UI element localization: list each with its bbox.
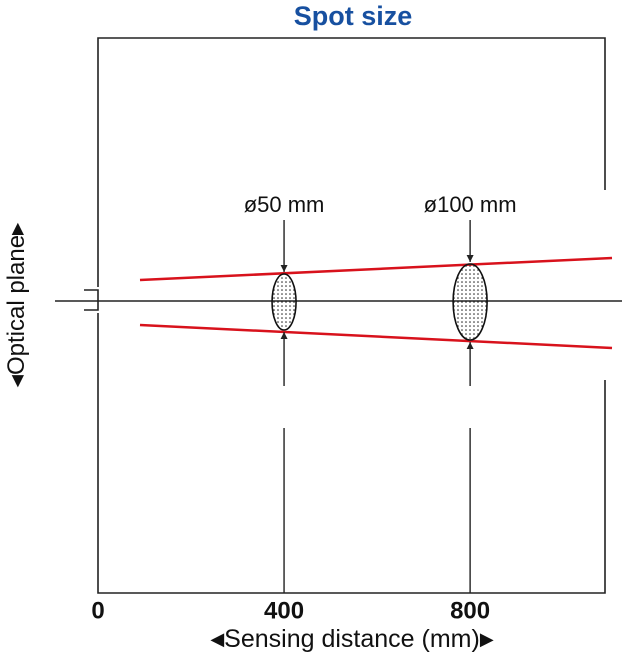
beam-edge (139, 256, 613, 282)
spot (271, 273, 297, 331)
arrow: ◀ (210, 629, 224, 649)
y-axis-label-group: ◀Optical plane▶ (3, 222, 30, 387)
notch (84, 289, 99, 311)
x-axis-label: ◀Sensing distance (mm)▶ (210, 625, 494, 653)
arrow-head (280, 332, 288, 339)
spot-label: ø50 mm (244, 192, 325, 217)
x-tick-label: 800 (450, 597, 490, 624)
arrow: ◀ (9, 374, 26, 387)
x-axis-text: Sensing distance (mm) (224, 625, 480, 653)
beam-edge (139, 323, 613, 350)
arrow: ▶ (480, 629, 494, 649)
arrow-head (466, 255, 474, 262)
y-axis-text: Optical plane (3, 235, 30, 375)
frame (55, 37, 622, 594)
x-tick-label: 400 (264, 597, 304, 624)
arrow-head (280, 265, 288, 272)
title: Spot size (294, 1, 413, 31)
frame-bottom (97, 313, 606, 594)
x-tick-label: 0 (91, 597, 104, 624)
arrow-head (466, 342, 474, 349)
arrow: ▶ (9, 222, 26, 235)
beam (139, 256, 613, 350)
frame-top (97, 37, 606, 287)
spot (452, 263, 488, 341)
spot-label: ø100 mm (424, 192, 517, 217)
y-axis-label: ◀Optical plane▶ (3, 222, 30, 387)
